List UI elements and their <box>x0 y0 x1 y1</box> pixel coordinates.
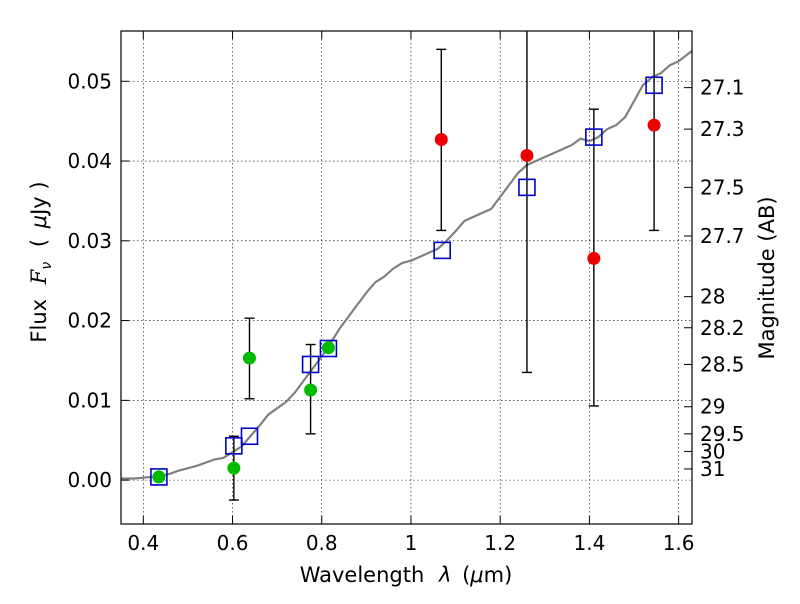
y-axis-label-unit: Jy ) <box>27 181 51 217</box>
model-square-point <box>433 241 451 260</box>
observed-flux-dot <box>152 470 166 484</box>
magnitude-tick-label: 27.7 <box>700 224 745 248</box>
y-axis-label-text: Flux <box>27 299 51 343</box>
model-square-point <box>225 437 243 455</box>
model-square-point <box>585 128 603 146</box>
x-tick-label: 1.4 <box>573 531 605 555</box>
y-tick-label: 0.00 <box>67 468 112 492</box>
model-square-point <box>150 468 168 486</box>
x-axis-label-lambda: λ <box>438 563 451 587</box>
x-tick-label: 1 <box>405 531 418 555</box>
magnitude-tick-label: 29.5 <box>700 422 745 446</box>
observed-flux-dot <box>520 148 534 162</box>
y-axis-label-open: ( <box>27 239 51 247</box>
observed-flux-dot <box>587 251 601 265</box>
plot-frame <box>120 30 693 525</box>
magnitude-tick-label: 28.5 <box>700 352 745 376</box>
model-square-point <box>319 339 338 358</box>
x-tick-label: 0.8 <box>306 531 338 555</box>
x-tick-label: 1.2 <box>484 531 516 555</box>
y-tick-label: 0.05 <box>67 69 112 93</box>
magnitude-tick-label: 28 <box>700 285 725 309</box>
x-tick-label: 1.6 <box>663 531 695 555</box>
observed-flux-dot <box>304 383 318 397</box>
x-tick-label: 0.4 <box>127 531 159 555</box>
y-axis-label-symbol: F <box>27 268 51 285</box>
y-tick-label: 0.03 <box>67 229 112 253</box>
observed-flux-dot <box>242 351 256 365</box>
x-tick-label: 0.6 <box>217 531 249 555</box>
x-axis-label-unit: m) <box>484 563 513 587</box>
magnitude-tick-label: 29 <box>700 395 725 419</box>
y-axis-label-sub: ν <box>39 262 55 270</box>
data-layer <box>121 31 693 501</box>
x-axis-label: Wavelength λ (μm) <box>300 563 513 587</box>
y-axis-label-left: Flux Fν ( μJy ) <box>27 181 56 342</box>
magnitude-tick-label: 27.5 <box>700 175 745 199</box>
magnitude-tick-label: 28.2 <box>700 316 745 340</box>
magnitude-tick-label: 27.1 <box>700 76 745 100</box>
x-axis-label-open: ( <box>462 563 470 587</box>
y-axis-label-right: Magnitude (AB) <box>755 196 779 359</box>
model-square-point <box>518 178 536 197</box>
x-axis-label-text: Wavelength <box>300 563 425 587</box>
x-axis-label-mu: μ <box>469 563 483 587</box>
y-tick-label: 0.02 <box>67 309 112 333</box>
magnitude-tick-label: 27.3 <box>700 117 745 141</box>
model-square-point <box>240 427 259 446</box>
model-square-point <box>645 76 663 95</box>
y-tick-label: 0.04 <box>67 149 112 173</box>
magnitude-tick-label: 31 <box>700 457 725 481</box>
y-tick-label: 0.01 <box>67 388 112 412</box>
observed-flux-dot <box>227 461 241 475</box>
observed-flux-dot <box>647 118 661 132</box>
y-axis-label-mu: μ <box>27 215 51 229</box>
observed-flux-dot <box>321 341 335 355</box>
tick-layer: 0.4 0.6 0.8 1 1.2 1.4 1.6 0.00 0.01 0.02 0.03 0.04 0… <box>67 31 745 555</box>
grid-layer <box>121 31 692 524</box>
model-square-point <box>301 355 320 374</box>
observed-flux-dot <box>434 132 448 146</box>
magnitude-tick-label: 30 <box>700 439 725 463</box>
